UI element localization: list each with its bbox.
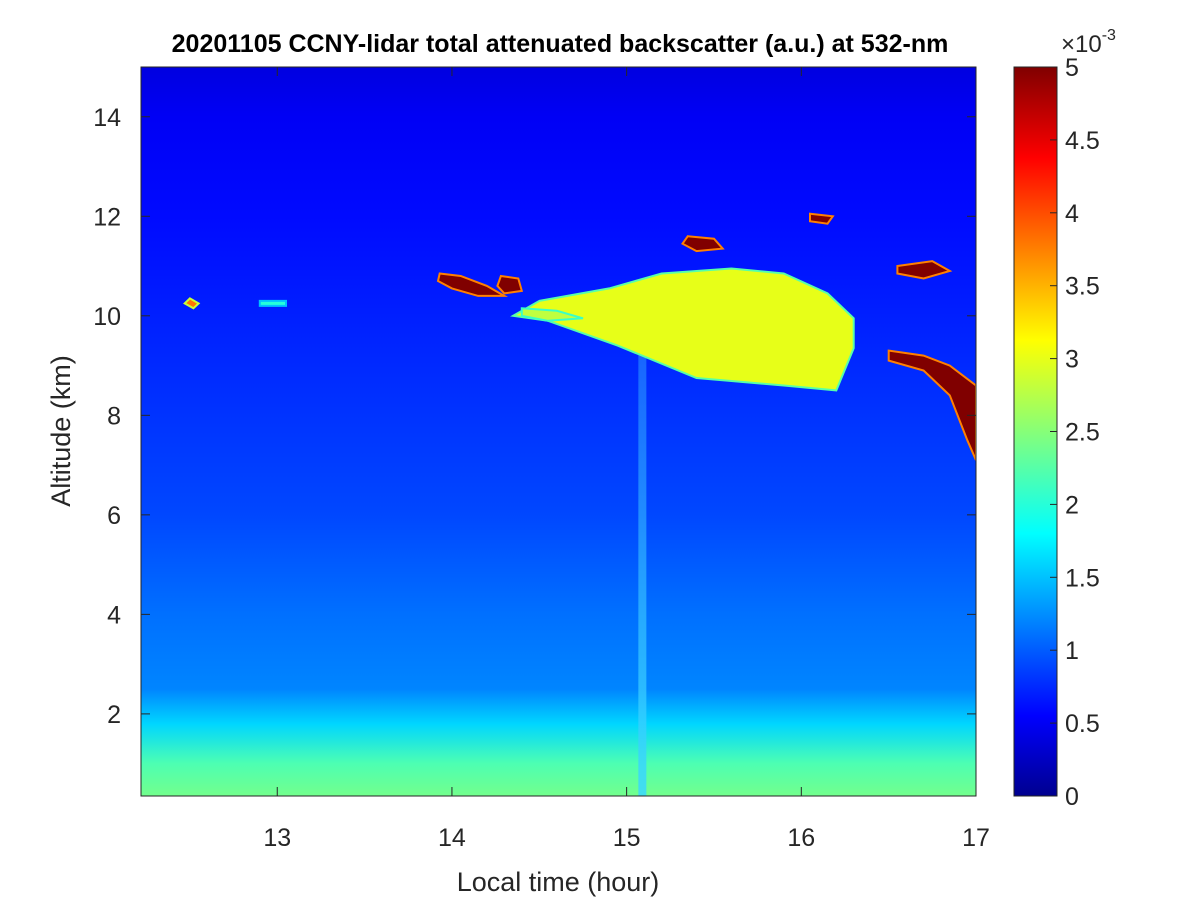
x-tick-label: 17 [962,824,990,852]
colorbar-tick-label: 2 [1065,491,1079,519]
y-tick-label: 2 [107,701,121,729]
x-axis-label: Local time (hour) [457,867,660,897]
y-tick-label: 6 [107,502,121,530]
cloud-layer [183,212,976,461]
vertical-streak [638,330,647,796]
background-field [141,67,976,796]
x-tick-label: 13 [263,824,291,852]
cloud-feature [510,267,855,392]
background-gradient-layer [141,67,976,796]
y-tick-label: 8 [107,402,121,430]
colorbar-tick-label: 4.5 [1065,127,1100,155]
cloud-feature [496,274,524,295]
colorbar-tick-label: 1.5 [1065,564,1100,592]
cloud-feature [896,260,953,280]
y-axis-ticks: 2 4 6 8 10 12 14 [93,104,976,729]
plot-frame [140,66,977,797]
y-tick-label: 12 [93,203,121,231]
colorbar-tick-label: 3 [1065,346,1079,374]
colorbar-tick-label: 3.5 [1065,273,1100,301]
colorbar-multiplier: ×10-3 [1061,27,1116,58]
colorbar-gradient [1013,66,1058,797]
x-axis-ticks: 13 14 15 16 17 [263,67,990,852]
colorbar-tick-label: 1 [1065,637,1079,665]
cloud-feature [258,299,287,307]
colorbar-tick-label: 5 [1065,54,1079,82]
cloud-feature [436,272,509,297]
cloud-feature [887,349,976,461]
plot-area [141,67,976,796]
cloud-feature [681,235,725,253]
colorbar-ticks: 0 0.5 1 1.5 2 2.5 3 3.5 4 4.5 5 [1050,54,1100,811]
x-tick-label: 16 [787,824,815,852]
colorbar: 0 0.5 1 1.5 2 2.5 3 3.5 4 4.5 5 ×10-3 [1013,27,1116,811]
vertical-streak-layer [638,330,647,796]
cloud-feature [809,212,835,225]
y-axis-label: Altitude (km) [46,355,76,507]
y-tick-label: 4 [107,601,121,629]
y-tick-label: 10 [93,303,121,331]
y-tick-label: 14 [93,104,121,132]
x-tick-label: 15 [613,824,641,852]
colorbar-tick-label: 2.5 [1065,419,1100,447]
chart-title: 20201105 CCNY-lidar total attenuated bac… [172,30,949,58]
colorbar-tick-label: 0.5 [1065,710,1100,738]
x-tick-label: 14 [438,824,466,852]
colorbar-tick-label: 4 [1065,200,1079,228]
cloud-feature [183,297,201,310]
cloud-feature [520,307,584,322]
colorbar-tick-label: 0 [1065,783,1079,811]
